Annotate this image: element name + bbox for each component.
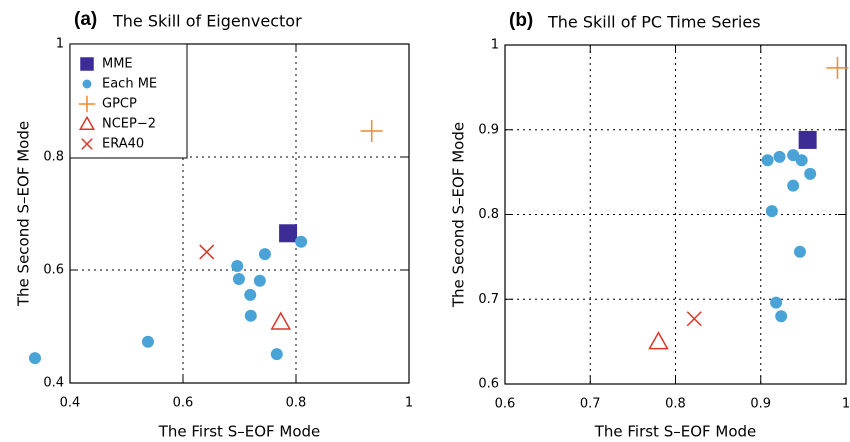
x-tick-label: 0.6 [495, 397, 516, 412]
x-tick-label: 0.8 [665, 397, 686, 412]
marker-plus [360, 120, 383, 143]
panel-label: (b) [509, 10, 533, 31]
marker-circle [804, 167, 817, 180]
legend-label: GPCP [102, 97, 137, 112]
marker-circle [770, 296, 783, 309]
marker-x [199, 244, 215, 260]
marker-circle [244, 309, 257, 322]
x-tick-label: 1 [842, 397, 850, 412]
marker-circle [795, 154, 808, 167]
marker-circle [775, 310, 788, 323]
y-tick-label: 0.8 [43, 150, 64, 165]
panel-label: (a) [74, 9, 97, 30]
y-tick-label: 0.8 [478, 207, 499, 222]
x-tick-label: 0.7 [580, 397, 601, 412]
marker-square [279, 224, 298, 243]
y-tick-label: 0.4 [43, 376, 64, 391]
y-tick-label: 1 [491, 38, 499, 53]
y-tick-label: 0.9 [478, 122, 499, 137]
marker-circle [765, 205, 778, 218]
marker-circle [270, 348, 283, 361]
legend-label: NCEP−2 [102, 117, 156, 132]
marker-plus [826, 56, 849, 79]
x-tick-label: 0.8 [286, 396, 307, 411]
plot-frame [69, 43, 410, 384]
marker-circle [295, 235, 308, 248]
marker-circle [793, 245, 806, 258]
y-axis-title: The Second S–EOF Mode [15, 121, 33, 307]
marker-triangle [648, 331, 669, 350]
legend-marker [81, 138, 93, 150]
chart-title: The Skill of PC Time Series [547, 13, 761, 32]
marker-circle [28, 352, 41, 365]
marker-square [798, 130, 817, 149]
marker-circle [232, 273, 245, 286]
y-tick-label: 1 [56, 37, 64, 52]
marker-circle [787, 179, 800, 192]
y-axis-title: The Second S–EOF Mode [450, 122, 468, 308]
marker-circle [773, 150, 786, 163]
marker-circle [761, 154, 774, 167]
legend-label: Each ME [102, 77, 157, 92]
legend-marker [78, 115, 96, 130]
x-tick-label: 0.4 [60, 396, 81, 411]
marker-circle [244, 288, 257, 301]
marker-x [686, 311, 702, 327]
legend-label: MME [102, 57, 133, 72]
legend-label: ERA40 [102, 137, 144, 152]
x-axis-title: The First S–EOF Mode [594, 423, 757, 441]
legend-marker [80, 57, 94, 71]
plot-frame [504, 44, 847, 385]
marker-circle [253, 274, 266, 287]
legend-marker [78, 95, 96, 113]
x-tick-label: 1 [405, 396, 413, 411]
marker-circle [231, 260, 244, 273]
y-tick-label: 0.6 [478, 377, 499, 392]
marker-triangle [270, 311, 292, 330]
legend-marker [82, 79, 92, 89]
y-tick-label: 0.6 [43, 263, 64, 278]
marker-circle [141, 335, 154, 348]
x-tick-label: 0.6 [173, 396, 194, 411]
x-axis-title: The First S–EOF Mode [158, 423, 321, 441]
y-tick-label: 0.7 [478, 292, 499, 307]
marker-circle [258, 248, 271, 261]
x-tick-label: 0.9 [750, 397, 771, 412]
chart-title: The Skill of Eigenvector [112, 12, 302, 31]
